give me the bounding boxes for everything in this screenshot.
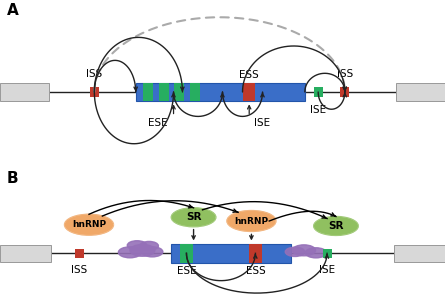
Ellipse shape — [142, 247, 163, 257]
Text: ISE: ISE — [319, 265, 335, 275]
Text: ISS: ISS — [71, 265, 87, 275]
Bar — [90, 87, 99, 97]
Bar — [143, 83, 153, 101]
Ellipse shape — [171, 208, 216, 227]
Ellipse shape — [292, 245, 316, 256]
Ellipse shape — [140, 241, 158, 250]
Bar — [340, 87, 349, 97]
Ellipse shape — [127, 241, 147, 250]
Bar — [394, 245, 445, 262]
Bar — [323, 249, 332, 258]
Text: hnRNP: hnRNP — [72, 220, 106, 229]
Text: ESE: ESE — [177, 266, 196, 276]
Text: ISE: ISE — [255, 118, 271, 128]
Ellipse shape — [285, 247, 305, 257]
Bar — [159, 83, 169, 101]
Text: ISS: ISS — [86, 69, 102, 79]
Text: SR: SR — [328, 221, 344, 231]
Bar — [396, 83, 445, 101]
Text: ESS: ESS — [246, 266, 265, 276]
Bar — [0, 245, 51, 262]
Text: ESE: ESE — [148, 118, 168, 128]
Text: A: A — [7, 3, 18, 18]
Text: ISS: ISS — [337, 69, 353, 79]
Ellipse shape — [305, 248, 327, 258]
Ellipse shape — [227, 211, 276, 231]
Bar — [243, 83, 255, 101]
Text: B: B — [7, 171, 18, 186]
Bar — [136, 83, 305, 101]
Text: hnRNP: hnRNP — [235, 217, 268, 225]
Bar — [180, 244, 193, 263]
Bar — [190, 83, 200, 101]
Bar — [249, 244, 262, 263]
Bar — [314, 87, 323, 97]
Text: SR: SR — [186, 212, 201, 222]
Bar — [75, 249, 84, 258]
Ellipse shape — [118, 247, 142, 258]
Text: ISE: ISE — [310, 105, 326, 115]
Bar — [174, 83, 184, 101]
Bar — [171, 244, 291, 263]
Ellipse shape — [65, 214, 113, 235]
Text: ESS: ESS — [239, 70, 259, 80]
Bar — [0, 83, 49, 101]
Ellipse shape — [314, 217, 358, 235]
Ellipse shape — [130, 245, 155, 256]
